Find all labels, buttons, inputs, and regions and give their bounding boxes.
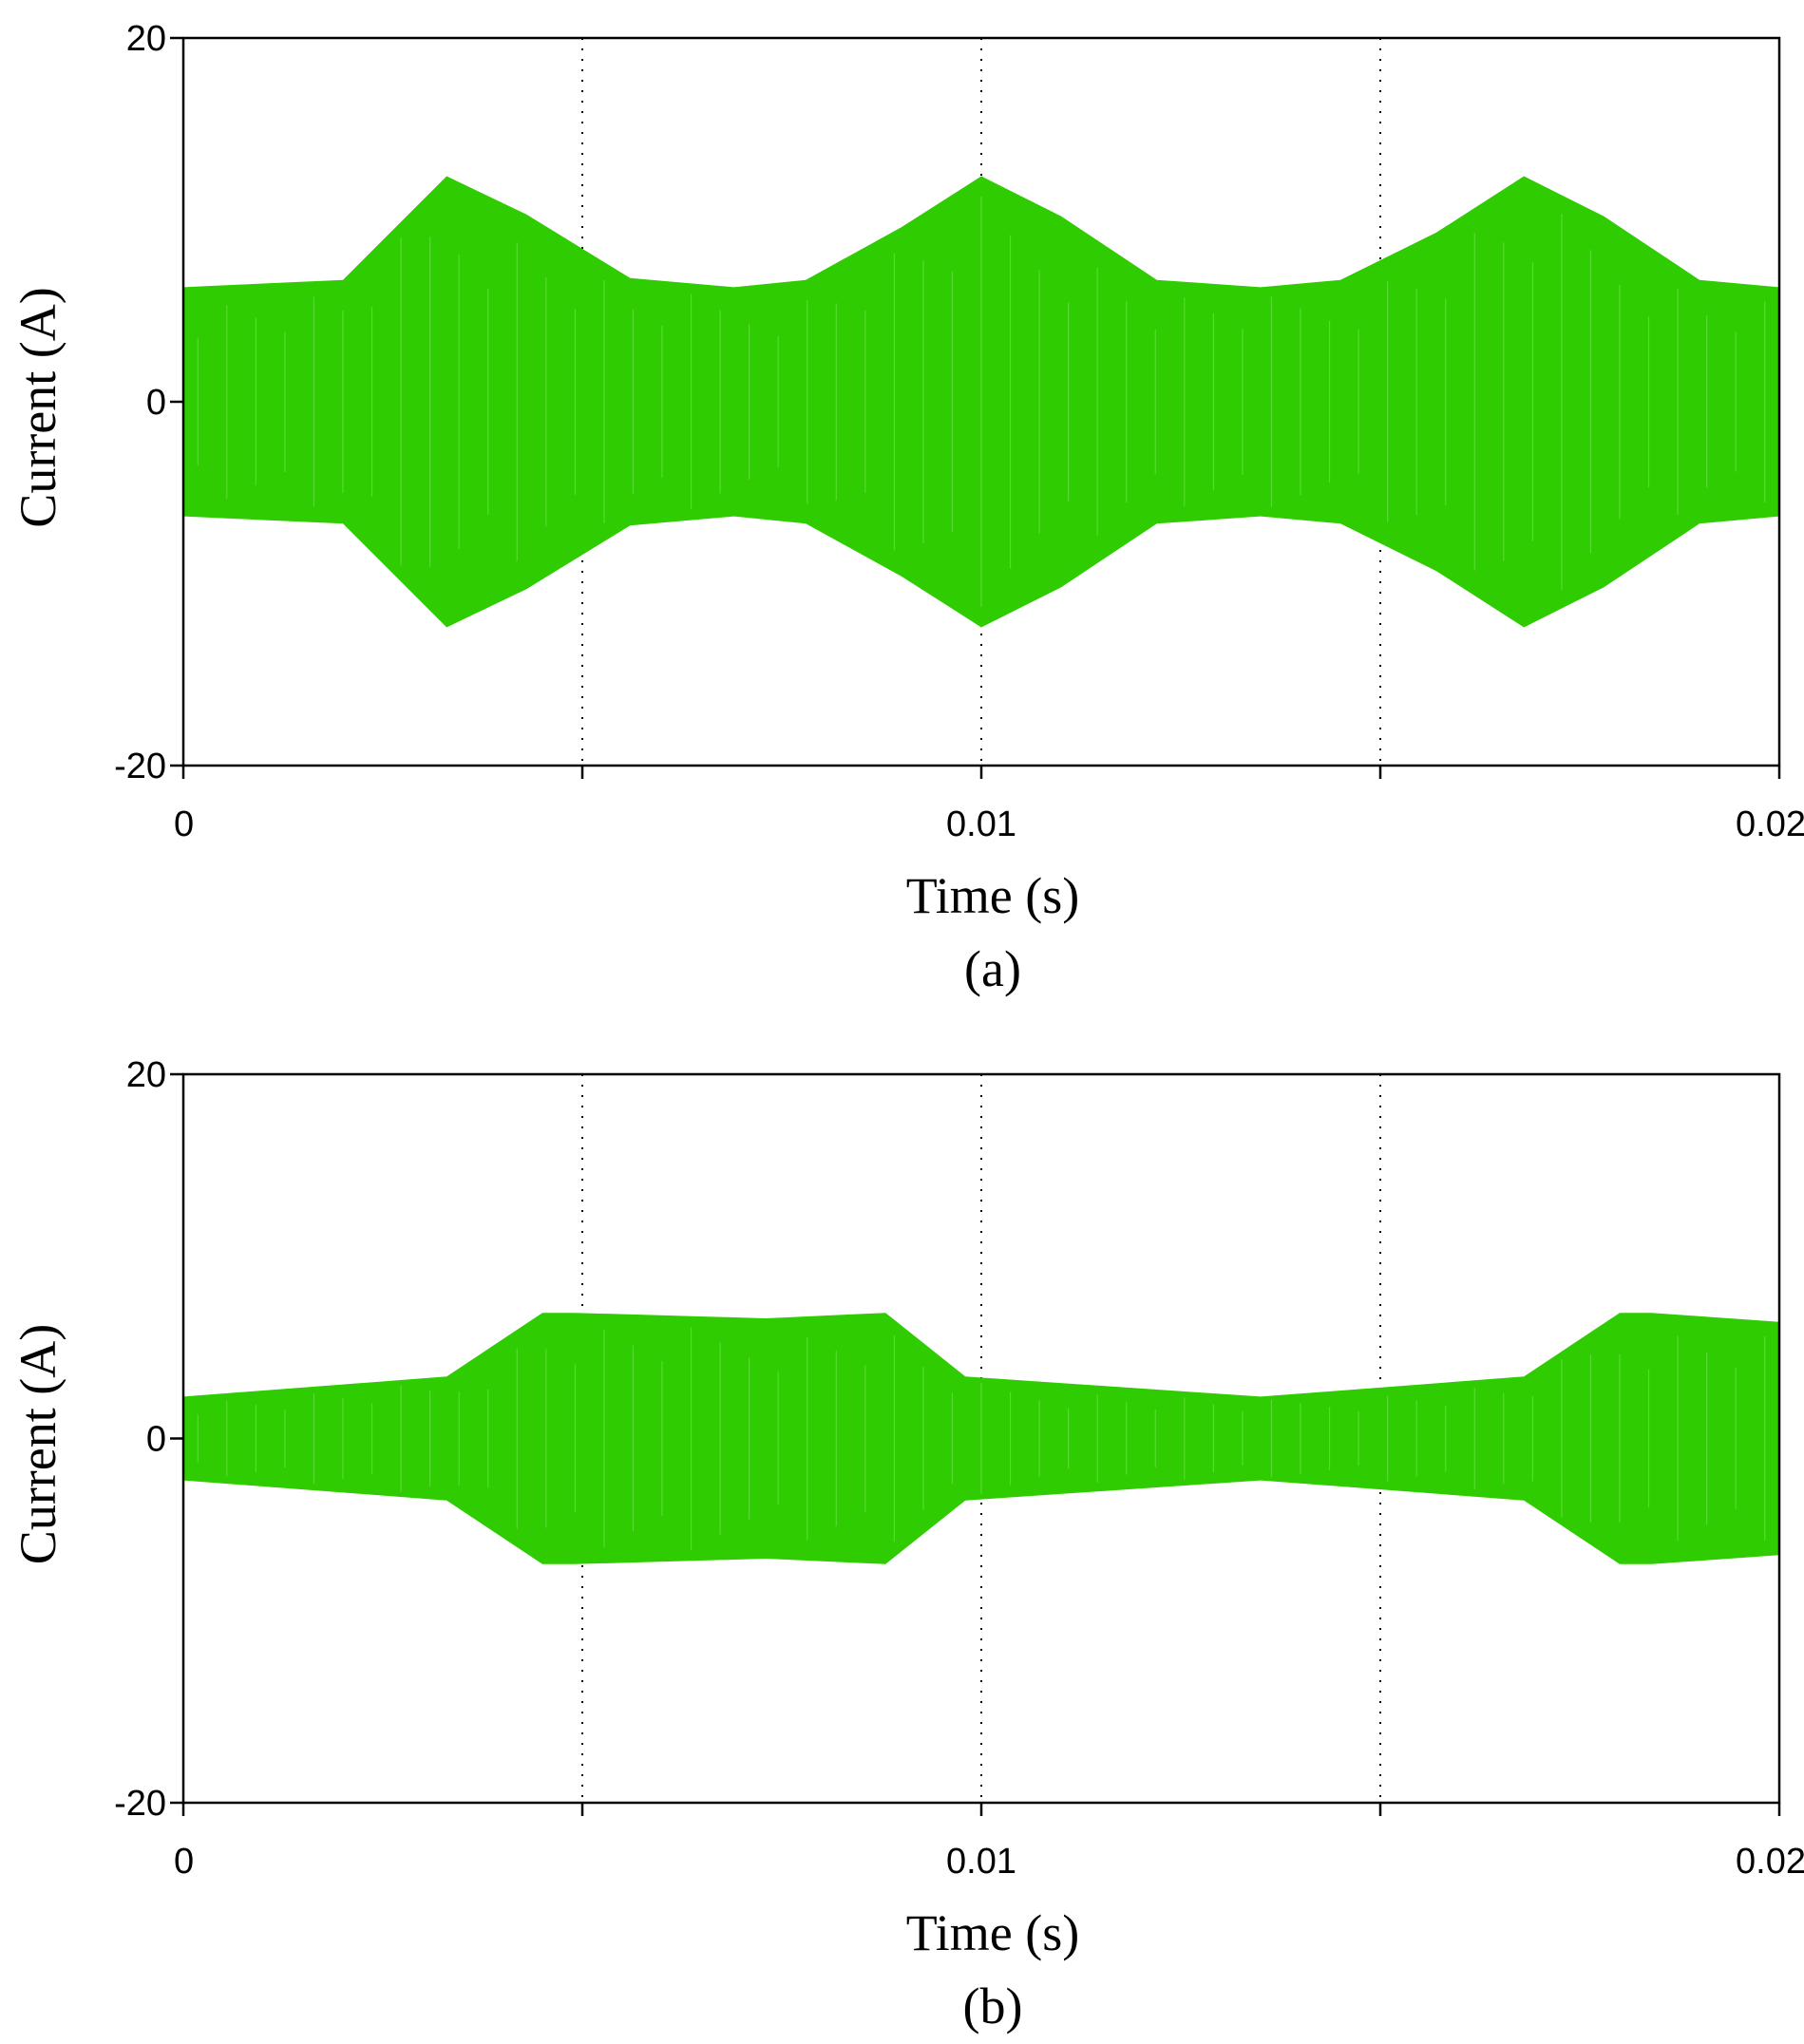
- x-tick-label: 0.01: [946, 1842, 1016, 1882]
- y-tick-label: 20: [126, 1055, 166, 1095]
- x-tick-label: 0: [174, 1842, 194, 1882]
- waveform-envelope: [183, 1313, 1779, 1564]
- y-tick-label: -20: [114, 1784, 166, 1824]
- x-tick-label: 0.02: [1736, 804, 1804, 844]
- y-tick-label: 0: [146, 1420, 166, 1460]
- x-axis-label: Time (s): [906, 1904, 1080, 1961]
- x-tick-label: 0.01: [946, 804, 1016, 844]
- x-tick-label: 0: [174, 804, 194, 844]
- waveform-envelope: [183, 176, 1779, 628]
- y-tick-label: 0: [146, 383, 166, 423]
- y-axis-label: Current (A): [9, 287, 66, 527]
- y-tick-label: -20: [114, 747, 166, 786]
- grid-lines: [581, 38, 1381, 766]
- y-axis-label: Current (A): [9, 1324, 66, 1564]
- y-tick-label: 20: [126, 19, 166, 59]
- panel-caption-b: (b): [963, 1978, 1023, 2035]
- grid-lines: [581, 1074, 1381, 1803]
- panel-caption-a: (a): [964, 940, 1021, 997]
- x-axis-label: Time (s): [906, 867, 1080, 924]
- x-tick-label: 0.02: [1736, 1842, 1804, 1882]
